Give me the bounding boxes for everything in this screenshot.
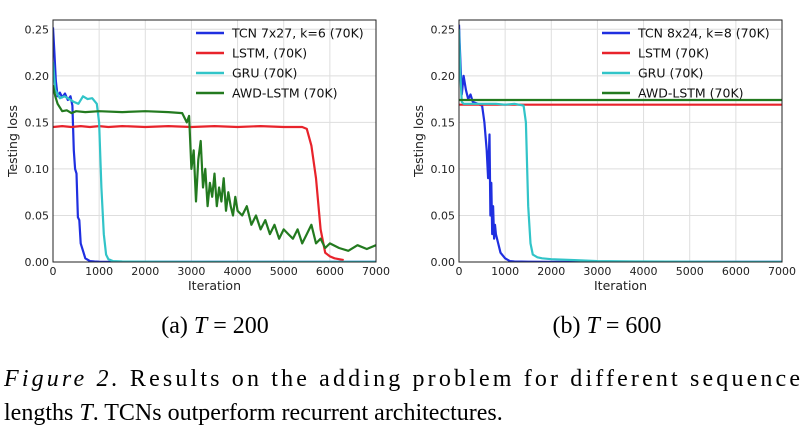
figure-caption-line-2: lengths T. TCNs outperform recurrent arc… xyxy=(4,400,503,426)
chart-panel-b: 0 1000 2000 3000 4000 5000 6000 7000 0.00 0.05 0.1… xyxy=(411,20,796,293)
x-tick-label: 2000 xyxy=(131,265,159,278)
legend-label-tcn: TCN 7x27, k=6 (70K) xyxy=(231,26,364,41)
x-tick-label: 0 xyxy=(456,265,463,278)
axes-frame xyxy=(459,20,782,262)
x-tick-label: 1000 xyxy=(85,265,113,278)
subcaption-a: (a) T = 200 xyxy=(161,313,269,339)
y-tick-label: 0.05 xyxy=(25,209,50,222)
legend-label-tcn: TCN 8x24, k=8 (70K) xyxy=(637,26,770,41)
y-axis-label: Testing loss xyxy=(411,105,426,178)
series-line-gru xyxy=(459,29,782,261)
x-tick-label: 3000 xyxy=(177,265,205,278)
y-tick-label: 0.20 xyxy=(25,70,50,83)
x-tick-label: 0 xyxy=(50,265,57,278)
y-tick-label: 0.25 xyxy=(25,23,50,36)
x-tick-label: 6000 xyxy=(722,265,750,278)
y-tick-label: 0.00 xyxy=(25,256,50,269)
chart-panel-a: 0 1000 2000 3000 4000 5000 6000 7000 0.00 0.05 0.1… xyxy=(5,20,390,293)
figure-caption-line-1: Figure 2. Results on the adding problem … xyxy=(3,366,800,392)
series-line-tcn xyxy=(53,27,376,261)
x-tick-label: 6000 xyxy=(316,265,344,278)
legend-label-gru: GRU (70K) xyxy=(638,66,703,81)
legend-label-awd: AWD-LSTM (70K) xyxy=(638,86,744,101)
x-tick-label: 7000 xyxy=(768,265,796,278)
x-tick-label: 3000 xyxy=(583,265,611,278)
x-axis-label: Iteration xyxy=(188,278,241,293)
x-tick-label: 7000 xyxy=(362,265,390,278)
x-tick-label: 4000 xyxy=(630,265,658,278)
y-tick-label: 0.10 xyxy=(431,163,456,176)
legend-label-lstm: LSTM (70K) xyxy=(638,46,709,61)
y-tick-label: 0.25 xyxy=(431,23,456,36)
x-tick-label: 1000 xyxy=(491,265,519,278)
axes-frame xyxy=(53,20,376,262)
legend-label-lstm: LSTM, (70K) xyxy=(232,46,307,61)
y-tick-label: 0.10 xyxy=(25,163,50,176)
x-tick-label: 5000 xyxy=(270,265,298,278)
subcaption-b: (b) T = 600 xyxy=(553,313,662,339)
y-tick-label: 0.20 xyxy=(431,70,456,83)
series-line-tcn xyxy=(459,25,782,262)
x-tick-label: 2000 xyxy=(537,265,565,278)
legend-label-gru: GRU (70K) xyxy=(232,66,297,81)
y-tick-label: 0.00 xyxy=(431,256,456,269)
x-axis-label: Iteration xyxy=(594,278,647,293)
legend-label-awd: AWD-LSTM (70K) xyxy=(232,86,338,101)
y-tick-label: 0.05 xyxy=(431,209,456,222)
x-tick-label: 4000 xyxy=(224,265,252,278)
x-tick-label: 5000 xyxy=(676,265,704,278)
y-tick-label: 0.15 xyxy=(25,116,50,129)
y-tick-label: 0.15 xyxy=(431,116,456,129)
y-axis-label: Testing loss xyxy=(5,105,20,178)
